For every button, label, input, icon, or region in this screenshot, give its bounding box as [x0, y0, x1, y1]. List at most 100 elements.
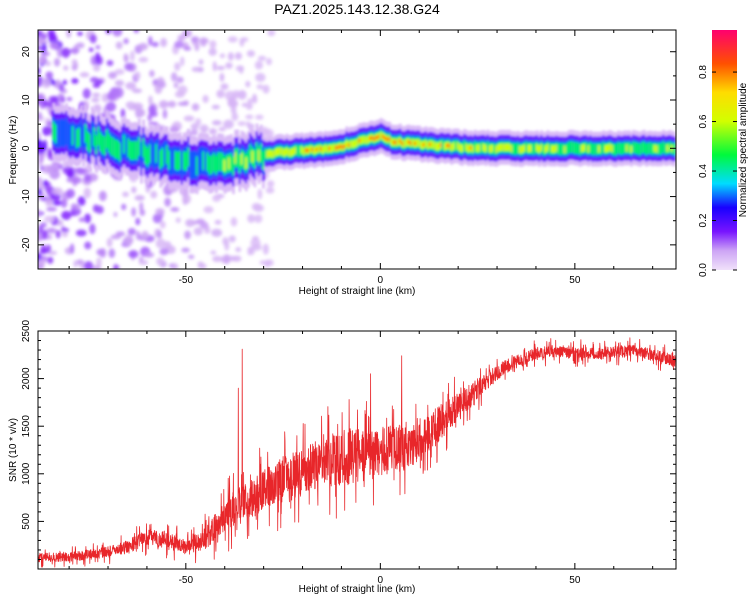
- snr-ytick-label: 2000: [21, 367, 32, 390]
- spectrogram-ridge-cell: [627, 141, 631, 154]
- spectrogram-ridge-cell: [195, 156, 199, 176]
- spectrogram-noise-blob: [61, 47, 71, 58]
- spectrogram-noise-blob: [149, 69, 155, 78]
- spectrogram-ridge-cell: [172, 146, 175, 175]
- spectrogram-noise-blob: [56, 46, 64, 58]
- spectrogram-noise-blob: [47, 30, 56, 38]
- spectrogram-ridge-cell: [565, 143, 569, 155]
- spectrogram-ridge-cell: [99, 132, 103, 152]
- spectrogram-ridge-cell: [529, 144, 533, 152]
- spectrogram-noise-blob: [48, 96, 55, 102]
- spectrogram-ridge-cell: [403, 140, 407, 148]
- colorbar-ticks: 0.0 0.2 0.4 0.6 0.8: [698, 65, 737, 277]
- snr-panel: -50 0 50 500 1000 1500 2000 2500 Height of stra…: [8, 319, 677, 595]
- spectrogram-noise-blob: [190, 123, 199, 131]
- spectrogram-ridge-cell: [69, 123, 73, 152]
- spectrogram-ridge-cell: [405, 139, 409, 147]
- spectrogram-noise-blob: [194, 40, 200, 52]
- spectrogram-noise-blob: [124, 62, 134, 71]
- spectrogram-ridge-cell: [129, 140, 133, 160]
- spectrogram-noise-blob: [120, 108, 126, 119]
- spectrogram-ridge-cell: [238, 154, 242, 174]
- spectrogram-noise-blob: [170, 72, 178, 82]
- spectrogram-noise-blob: [141, 230, 149, 240]
- spectrogram-ridge-cell: [499, 143, 503, 151]
- spectrogram-ridge-cell: [401, 141, 404, 146]
- spectrogram-noise-blob: [53, 57, 61, 67]
- spectrogram-noise-blob: [98, 190, 107, 202]
- snr-xlabel: Height of straight line (km): [299, 584, 416, 595]
- spectrogram-ridge-cell: [636, 142, 640, 155]
- spectrogram-ridge-cell: [647, 142, 650, 155]
- spectrogram-ridge-cell: [354, 140, 357, 148]
- snr-ytick-label: 1000: [21, 462, 32, 485]
- spectrogram-ridge-cell: [88, 133, 92, 153]
- spectrogram-ridge-cell: [478, 144, 481, 152]
- spectrogram-noise-blob: [267, 30, 276, 37]
- spectrogram-ridge-cell: [202, 151, 205, 171]
- spectrogram-noise-blob: [227, 52, 234, 61]
- spectrogram-noise-blob: [83, 261, 94, 269]
- spectrogram-noise-blob: [40, 244, 46, 255]
- spectrogram-ridge-cell: [225, 154, 229, 174]
- spectrogram-ridge-cell: [229, 153, 233, 172]
- spectrogram-noise-blob: [230, 217, 238, 227]
- spectrogram-ridge-cell: [392, 140, 396, 145]
- spectrogram-ridge-cell: [93, 127, 96, 147]
- spectrogram-noise-blob: [38, 45, 42, 51]
- spectrogram-noise-blob: [228, 235, 236, 243]
- spectrogram-xlabel: Height of straight line (km): [299, 286, 416, 297]
- spectrogram-ridge-cell: [619, 142, 623, 155]
- spectrogram-ridge-cell: [666, 144, 670, 152]
- spectrogram-ridge-cell: [272, 150, 276, 158]
- spectrogram-noise-blob: [219, 53, 226, 59]
- spectrogram-ridge-cell: [289, 149, 293, 157]
- spectrogram-ridge-cell: [163, 140, 167, 169]
- spectrogram-ridge-cell: [439, 143, 443, 148]
- spectrogram-ridge-cell: [208, 155, 212, 175]
- snr-xtick-label: -50: [179, 575, 194, 586]
- spectrogram-ridge-cell: [82, 124, 86, 153]
- spectrogram-noise-blob: [199, 124, 209, 133]
- spectrogram-noise-blob: [106, 59, 114, 67]
- spectrogram-noise-blob: [92, 92, 101, 98]
- spectrogram-noise-blob: [95, 52, 100, 63]
- spectrogram-ridge-cell: [204, 147, 208, 176]
- spectrogram-noise-blob: [197, 263, 207, 269]
- spectrogram-noise-blob: [183, 115, 195, 122]
- spectrogram-ridge-cell: [452, 142, 456, 150]
- spectrogram-ridge-cell: [531, 142, 535, 155]
- spectrogram-ylabel: Frequency (Hz): [8, 116, 19, 185]
- spectrogram-ridge-cell: [114, 139, 118, 159]
- spectrogram-noise-blob: [78, 217, 87, 223]
- spectrogram-ridge-cell: [373, 136, 377, 141]
- spectrogram-ridge-cell: [199, 146, 203, 175]
- spectrogram-ridge-cell: [448, 143, 451, 148]
- spectrogram-ridge-cell: [315, 147, 319, 152]
- spectrogram-noise-blob: [76, 259, 84, 265]
- spectrogram-ridge-cell: [116, 140, 120, 160]
- spectrogram-ridge-cell: [426, 141, 430, 149]
- spectrogram-ridge-cell: [550, 145, 554, 153]
- spectrogram-noise-blob: [135, 217, 141, 226]
- spectrogram-ridge-cell: [110, 136, 113, 156]
- spectrogram-noise-blob: [148, 105, 156, 115]
- spectrogram-noise-blob: [169, 126, 180, 134]
- spectrogram-noise-blob: [41, 77, 52, 89]
- spectrogram-ridge-cell: [167, 150, 171, 170]
- spectrogram-ytick-label: 10: [21, 94, 32, 106]
- spectrogram-ridge-cell: [653, 144, 657, 152]
- spectrogram-ridge-cell: [388, 137, 392, 142]
- spectrogram-noise-blob: [198, 59, 204, 65]
- spectrogram-ridge-cell: [488, 145, 492, 153]
- snr-series-line: [38, 337, 676, 568]
- spectrogram-ridge-cell: [642, 141, 646, 154]
- spectrogram-noise-blob: [166, 245, 176, 255]
- spectrogram-noise-blob: [255, 114, 264, 120]
- spectrogram-noise-blob: [131, 88, 143, 94]
- spectrogram-ridge-cell: [655, 145, 659, 153]
- spectrogram-ridge-cell: [630, 145, 633, 153]
- spectrogram-noise-blob: [84, 213, 91, 224]
- spectrogram-noise-blob: [266, 180, 275, 188]
- snr-ytick-label: 1500: [21, 415, 32, 438]
